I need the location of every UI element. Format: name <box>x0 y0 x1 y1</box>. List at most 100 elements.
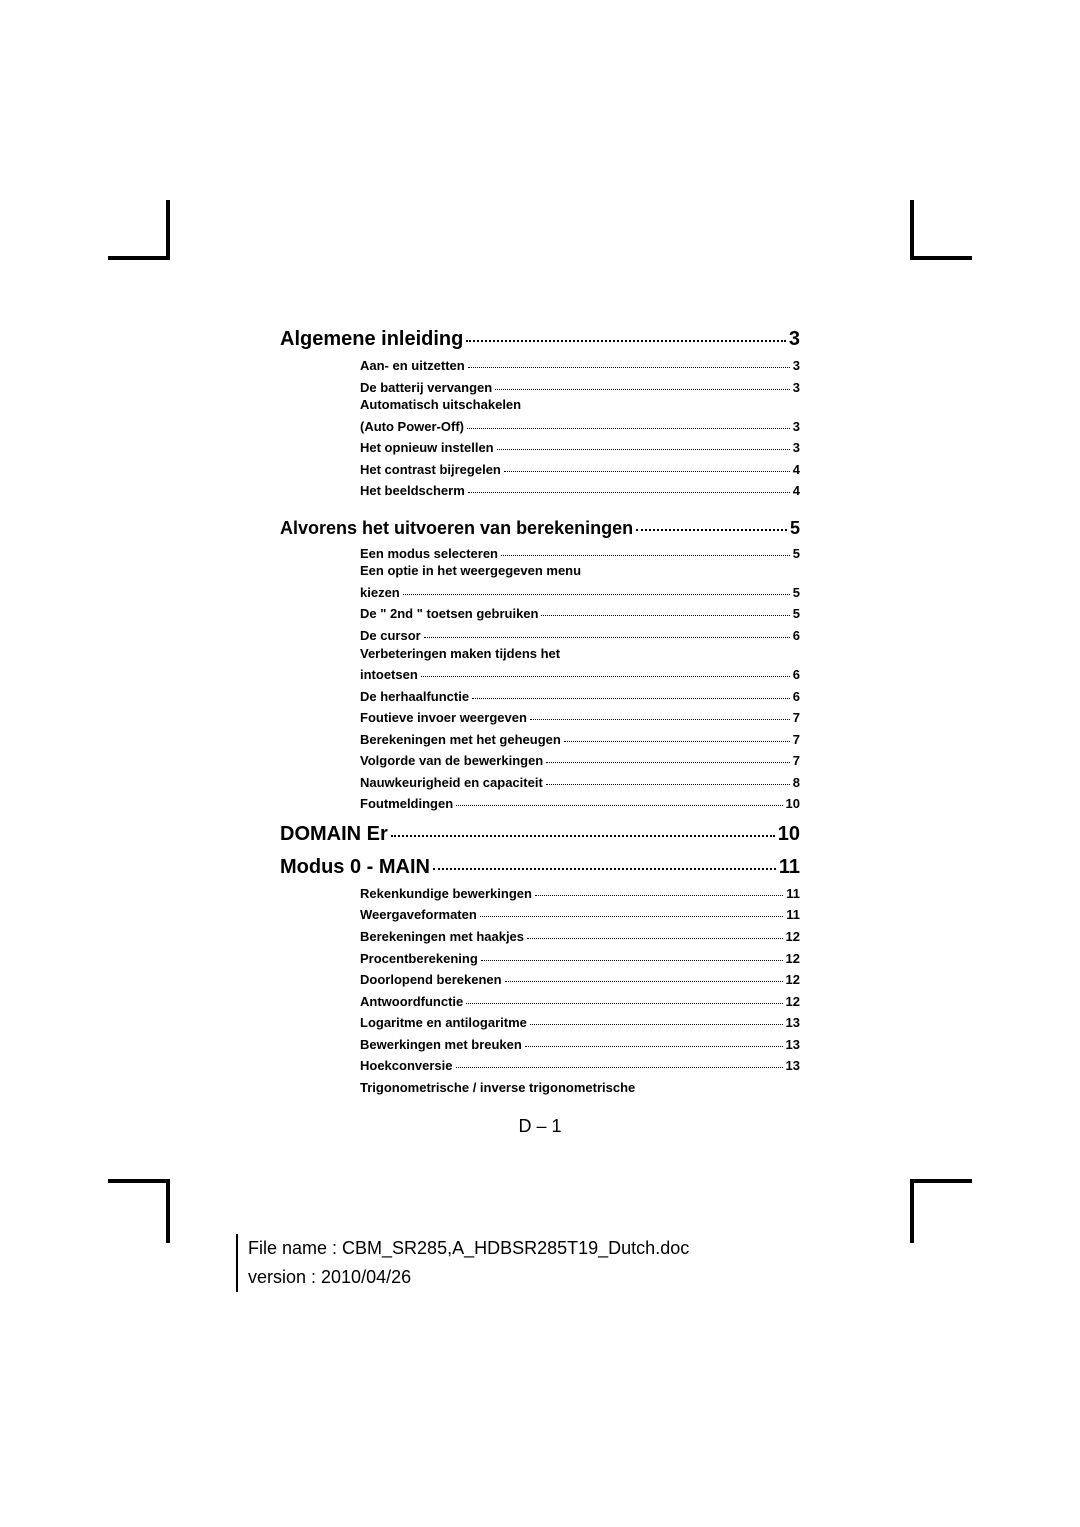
leader-dots <box>636 529 787 531</box>
leader-dots <box>421 676 790 677</box>
toc-entry-page: 7 <box>793 709 800 727</box>
toc-entry-part: Automatisch uitschakelen <box>360 396 800 414</box>
toc-entry: De cursor 6 <box>360 627 800 645</box>
leader-dots <box>530 719 790 720</box>
toc-entry-title: Bewerkingen met breuken <box>360 1036 522 1054</box>
toc-entry-page: 12 <box>786 971 800 989</box>
leader-dots <box>472 698 790 699</box>
toc-entry-title: De batterij vervangen <box>360 379 492 397</box>
crop-mark <box>910 200 914 260</box>
leader-dots <box>391 835 775 837</box>
toc-entry: Procentberekening 12 <box>360 950 800 968</box>
leader-dots <box>466 1003 782 1004</box>
toc-entry-title: Foutmeldingen <box>360 795 453 813</box>
toc-heading: DOMAIN Er 10 <box>280 823 800 846</box>
toc-entry: Logaritme en antilogaritme 13 <box>360 1014 800 1032</box>
toc-entry-page: 12 <box>786 950 800 968</box>
leader-dots <box>481 960 783 961</box>
toc-entry-title: Nauwkeurigheid en capaciteit <box>360 774 543 792</box>
toc-entry-title: Trigonometrische / inverse trigonometris… <box>360 1079 635 1097</box>
toc-entry: Een modus selecteren 5 <box>360 545 800 563</box>
toc-entry-page: 3 <box>793 439 800 457</box>
leader-dots <box>527 938 783 939</box>
toc-entry-page: 6 <box>793 688 800 706</box>
toc-entry-cont: intoetsen <box>360 666 418 684</box>
leader-dots <box>546 784 790 785</box>
crop-mark <box>910 1179 972 1183</box>
toc-heading-title: Alvorens het uitvoeren van berekeningen <box>280 518 633 539</box>
toc-entry-cont: (Auto Power-Off) <box>360 418 464 436</box>
toc-entry-title: Het beeldscherm <box>360 482 465 500</box>
toc-entry-page: 6 <box>793 666 800 684</box>
toc-entry-title: De " 2nd " toetsen gebruiken <box>360 605 538 623</box>
toc-entry: Doorlopend berekenen 12 <box>360 971 800 989</box>
leader-dots <box>433 868 776 870</box>
toc-entry-title: Het contrast bijregelen <box>360 461 501 479</box>
toc-entry-title: Weergaveformaten <box>360 906 477 924</box>
toc-entry-title: Procentberekening <box>360 950 478 968</box>
leader-dots <box>467 428 790 429</box>
toc-entry: Berekeningen met het geheugen 7 <box>360 731 800 749</box>
toc-entry: Het contrast bijregelen 4 <box>360 461 800 479</box>
toc-entry: Het opnieuw instellen 3 <box>360 439 800 457</box>
toc-entry: Het beeldscherm 4 <box>360 482 800 500</box>
page: Algemene inleiding 3 Aan- en uitzetten 3… <box>0 0 1080 1527</box>
crop-mark <box>166 1183 170 1243</box>
toc-entry-page: 12 <box>786 993 800 1011</box>
toc-heading: Modus 0 - MAIN 11 <box>280 856 800 879</box>
crop-mark <box>166 200 170 260</box>
leader-dots <box>456 1067 783 1068</box>
toc-entry-title: Berekeningen met het geheugen <box>360 731 561 749</box>
toc-entry-page: 4 <box>793 482 800 500</box>
toc-entry-page: 5 <box>793 584 800 602</box>
toc-entry: Foutmeldingen 10 <box>360 795 800 813</box>
toc-entry: Trigonometrische / inverse trigonometris… <box>360 1079 800 1097</box>
toc-entry: De batterij vervangen 3 <box>360 379 800 397</box>
toc-entry-page: 11 <box>786 885 800 903</box>
toc-entry-title: Berekeningen met haakjes <box>360 928 524 946</box>
leader-dots <box>546 762 790 763</box>
toc-entry-part: Een optie in het weergegeven menu <box>360 562 800 580</box>
toc-entry-page: 5 <box>793 605 800 623</box>
toc-heading-page: 10 <box>778 823 800 846</box>
toc-entry-page: 6 <box>793 627 800 645</box>
toc-entry: Bewerkingen met breuken 13 <box>360 1036 800 1054</box>
leader-dots <box>504 471 790 472</box>
toc-entry: kiezen 5 <box>360 584 800 602</box>
leader-dots <box>424 637 790 638</box>
leader-dots <box>480 916 783 917</box>
toc-heading-title: Algemene inleiding <box>280 328 463 351</box>
toc-entry-page: 8 <box>793 774 800 792</box>
toc-entry-title: Doorlopend berekenen <box>360 971 502 989</box>
file-meta: File name : CBM_SR285,A_HDBSR285T19_Dutc… <box>236 1234 689 1292</box>
toc-entry-page: 11 <box>786 906 800 924</box>
leader-dots <box>468 492 790 493</box>
leader-dots <box>466 340 786 342</box>
leader-dots <box>505 981 783 982</box>
toc-heading: Algemene inleiding 3 <box>280 328 800 351</box>
toc-entry: Volgorde van de bewerkingen 7 <box>360 752 800 770</box>
toc-entry-title: Aan- en uitzetten <box>360 357 465 375</box>
toc-entry-cont: kiezen <box>360 584 400 602</box>
toc-entry-page: 7 <box>793 752 800 770</box>
toc-entry: Nauwkeurigheid en capaciteit 8 <box>360 774 800 792</box>
toc-entry-title: Hoekconversie <box>360 1057 453 1075</box>
leader-dots <box>564 741 790 742</box>
toc-entry: Hoekconversie 13 <box>360 1057 800 1075</box>
toc-content: Algemene inleiding 3 Aan- en uitzetten 3… <box>280 328 800 1137</box>
toc-heading-title: DOMAIN Er <box>280 823 388 846</box>
toc-entry-title: Logaritme en antilogaritme <box>360 1014 527 1032</box>
toc-entry-title: Rekenkundige bewerkingen <box>360 885 532 903</box>
toc-entry-page: 3 <box>793 418 800 436</box>
toc-entry-title: Antwoordfunctie <box>360 993 463 1011</box>
leader-dots <box>468 367 790 368</box>
toc-entry-page: 12 <box>786 928 800 946</box>
leader-dots <box>525 1046 783 1047</box>
page-number: D – 1 <box>280 1116 800 1137</box>
leader-dots <box>403 594 790 595</box>
file-version-line: version : 2010/04/26 <box>248 1263 689 1292</box>
toc-heading: Alvorens het uitvoeren van berekeningen … <box>280 518 800 539</box>
toc-entry-page: 7 <box>793 731 800 749</box>
toc-entry-page: 13 <box>786 1036 800 1054</box>
crop-mark <box>108 1179 170 1183</box>
